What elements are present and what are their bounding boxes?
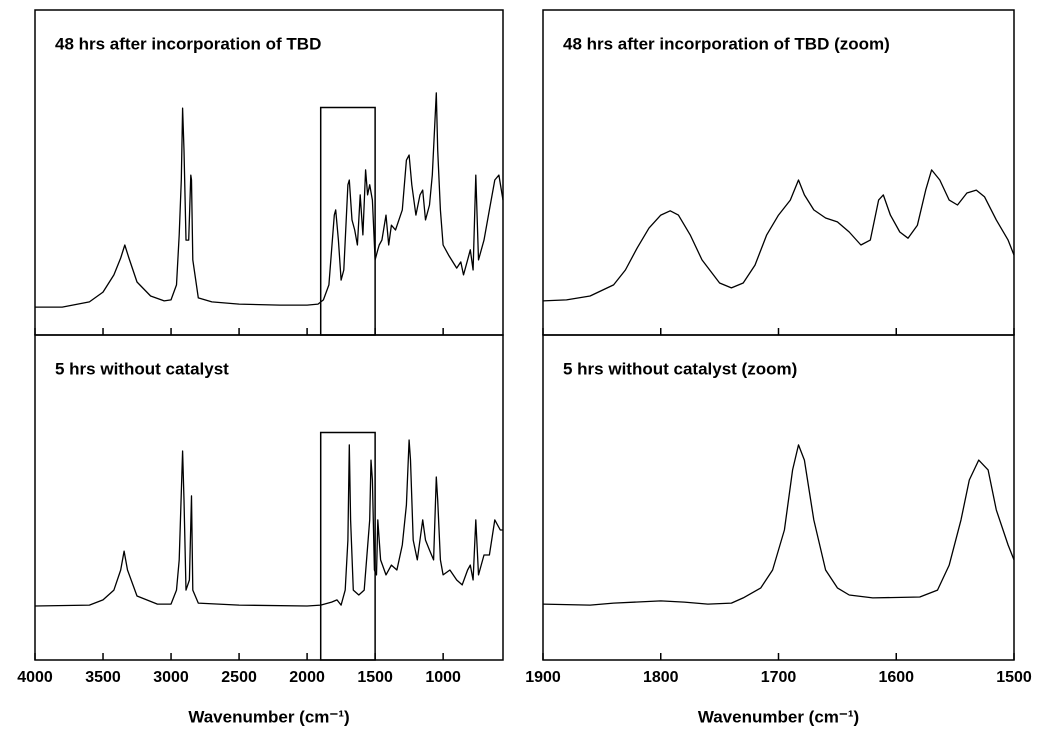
x-tick-label: 3500 [85,669,121,686]
x-axis-label: Wavenumber (cm⁻¹) [188,707,349,726]
x-tick-label: 4000 [17,669,53,686]
spectrum-line [35,92,504,308]
x-tick-label: 1900 [525,669,561,686]
panel-title: 48 hrs after incorporation of TBD (zoom) [563,34,890,53]
x-tick-label: 1600 [878,669,914,686]
x-tick-label: 1500 [357,669,393,686]
panel-frame [542,9,1015,336]
panel-title: 5 hrs without catalyst [55,359,229,378]
x-axis-label: Wavenumber (cm⁻¹) [698,707,859,726]
x-tick-label: 1500 [996,669,1032,686]
zoom-box [319,431,376,661]
spectrum-line [542,169,1015,302]
x-tick-label: 1000 [425,669,461,686]
panel-frame [34,334,504,661]
spectrum-line [542,444,1015,606]
x-tick-label: 2500 [221,669,257,686]
zoom-box [319,106,376,336]
panel-frame [542,334,1015,661]
x-tick-label: 3000 [153,669,189,686]
x-tick-label: 1800 [643,669,679,686]
x-tick-label: 1700 [761,669,797,686]
panel-title: 5 hrs without catalyst (zoom) [563,359,797,378]
x-tick-label: 2000 [289,669,325,686]
spectrum-line [34,439,503,607]
panel-title: 48 hrs after incorporation of TBD [55,34,321,53]
